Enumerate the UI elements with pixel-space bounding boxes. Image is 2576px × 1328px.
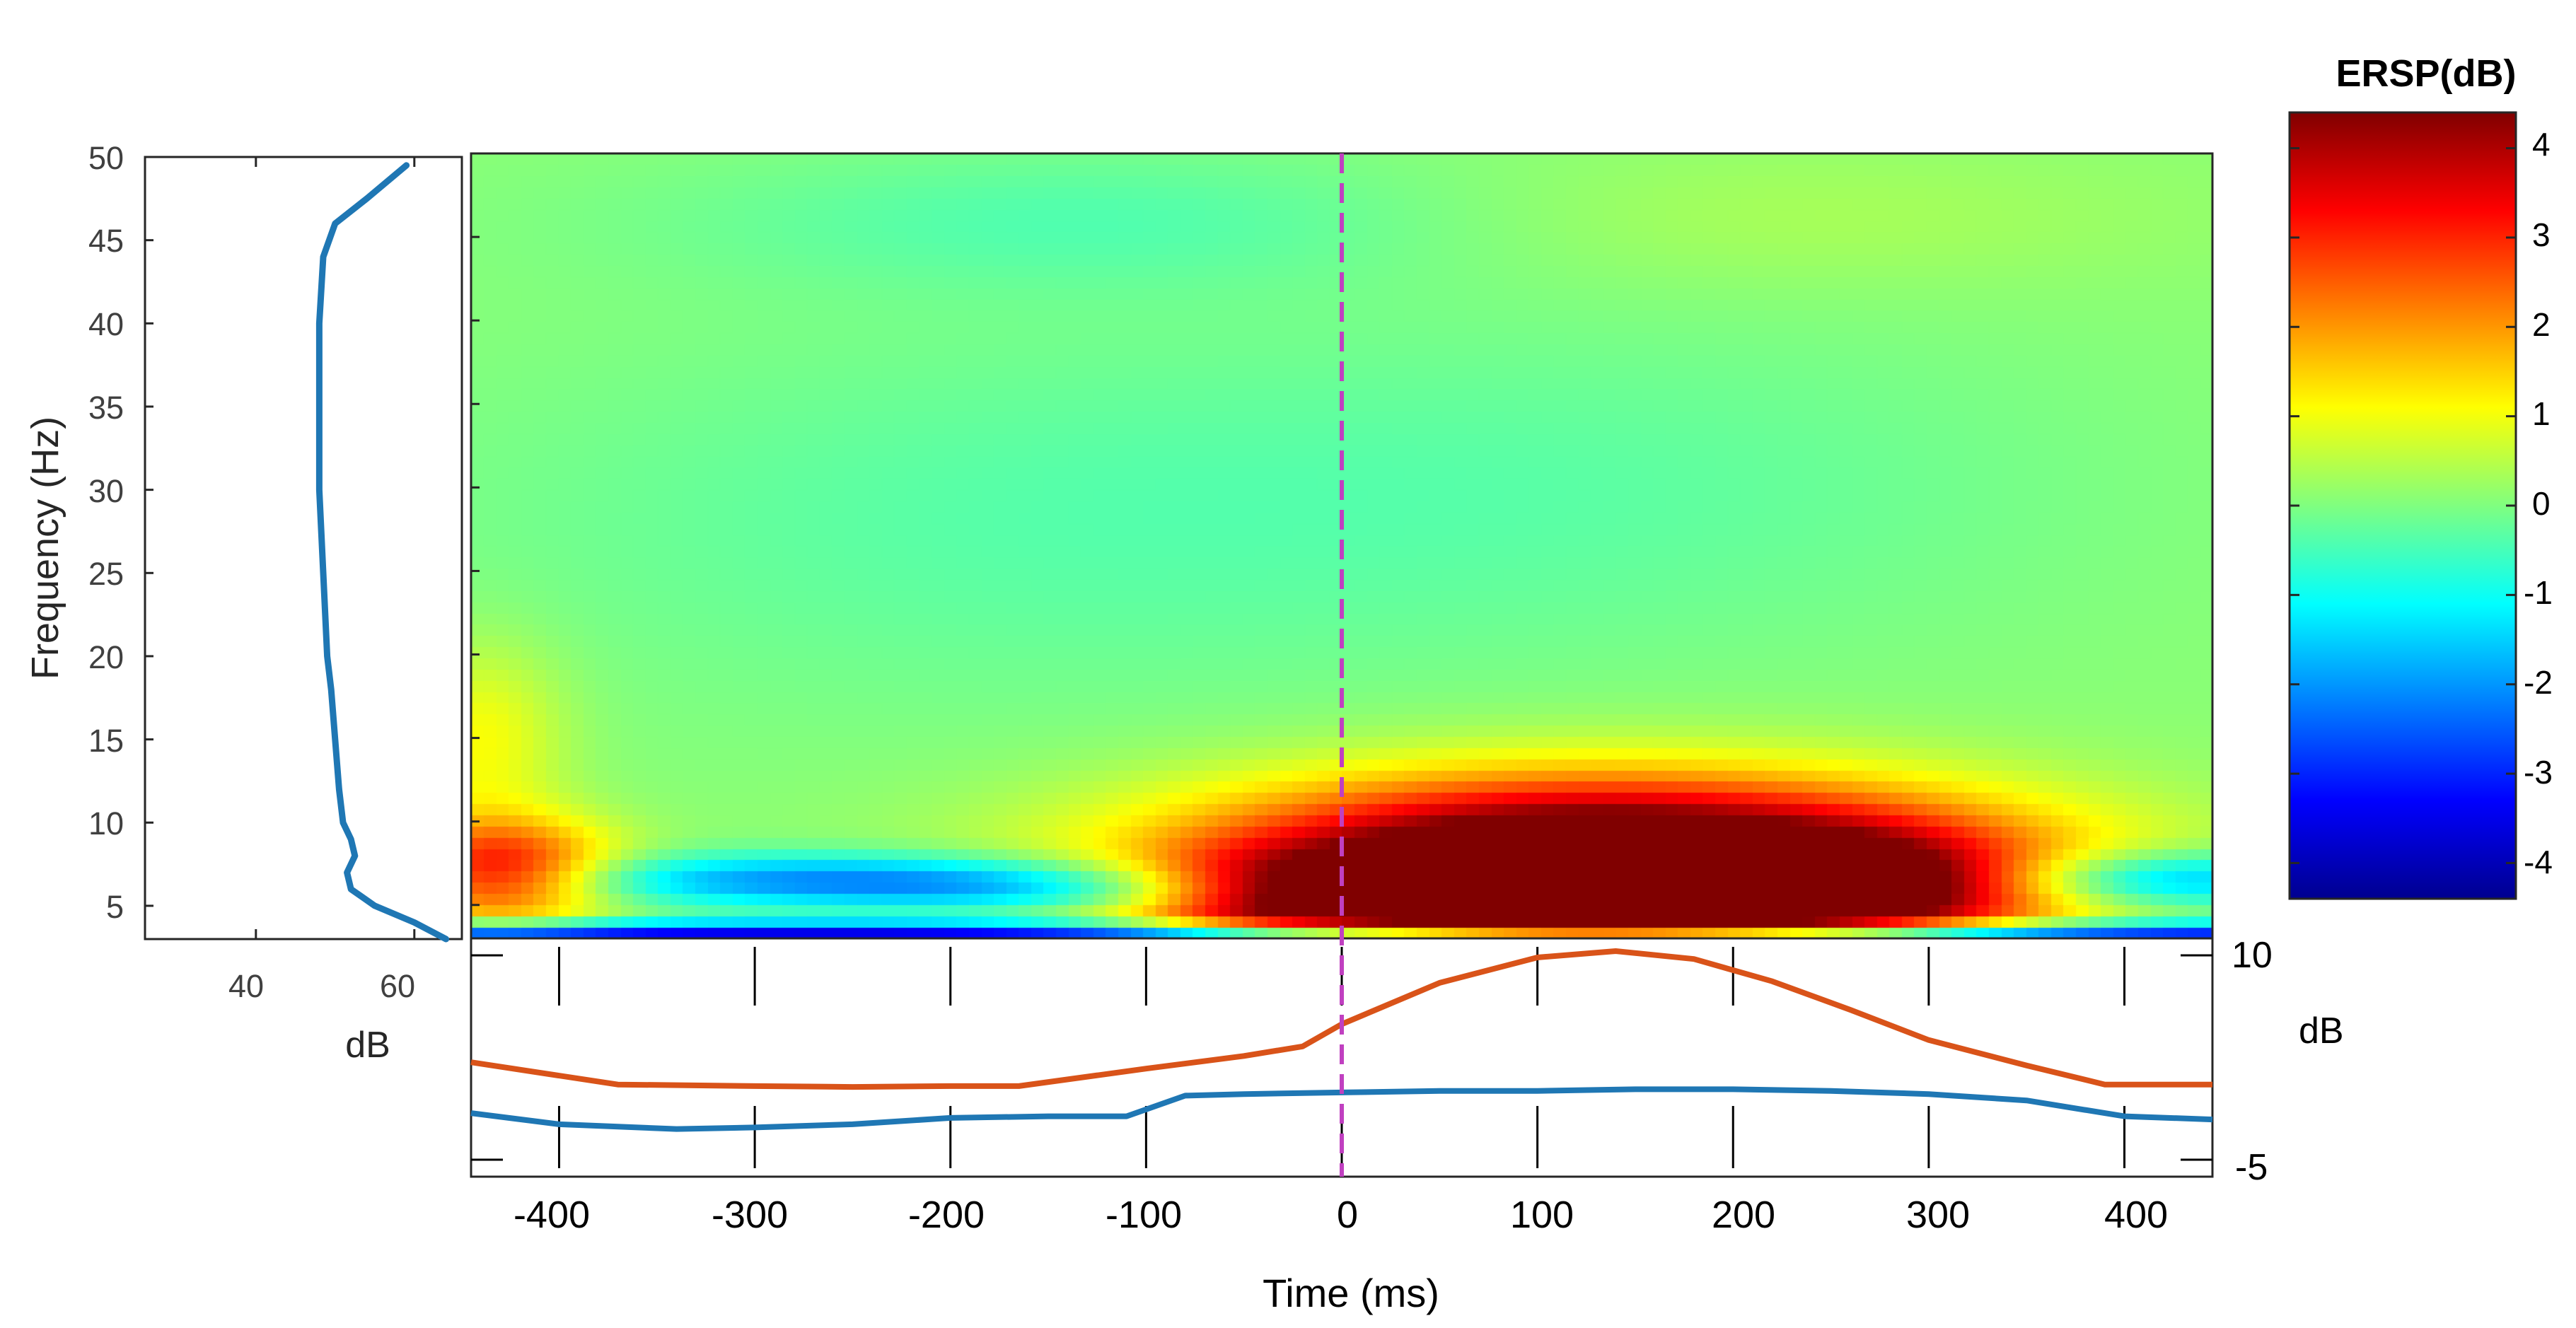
colorbar: ERSP(dB) 4 3 2 1 0 -1 -2 -3 -4 [2288, 52, 2553, 900]
time-tick-label-100: 100 [1510, 1194, 1574, 1236]
envelope-ylabel: dB [2299, 1010, 2344, 1052]
time-tick-label-400: 400 [2104, 1194, 2168, 1236]
colorbar-gradient [2288, 111, 2517, 900]
envelope-ytick-marks [471, 954, 2212, 1161]
colorbar-tick-label-1: 1 [2532, 395, 2551, 432]
spectrum-ytick-label-40: 40 [88, 306, 124, 342]
spectrum-xtick-marks [255, 157, 416, 939]
spectrum-ytick-label-20: 20 [88, 639, 124, 675]
spectrum-ytick-label-30: 30 [88, 473, 124, 509]
spectrum-ytick-label-5: 5 [106, 889, 124, 925]
time-tick-label--100: -100 [1106, 1194, 1182, 1236]
colorbar-tick-marks [2290, 147, 2516, 864]
colorbar-tick-label--3: -3 [2524, 754, 2553, 791]
spectrum-xlabel: dB [345, 1025, 390, 1066]
spectrum-xtick-label-60: 60 [380, 968, 415, 1004]
time-tick-label--200: -200 [908, 1194, 985, 1236]
time-tick-label-0: 0 [1337, 1194, 1358, 1236]
colorbar-tick-label-2: 2 [2532, 306, 2551, 343]
spectrum-xtick-label-40: 40 [228, 968, 264, 1004]
envelope-panel: 10 dB -5 -400 -300 -200 -100 0 100 200 3… [470, 935, 2344, 1315]
colorbar-tick-label--2: -2 [2524, 664, 2553, 701]
spectrum-ytick-marks [145, 156, 153, 907]
time-tick-label--300: -300 [712, 1194, 788, 1236]
spectrum-ytick-label-50: 50 [88, 140, 124, 176]
ersp-ytick-marks [471, 152, 480, 907]
spectrum-ytick-label-25: 25 [88, 556, 124, 592]
colorbar-tick-label--4: -4 [2524, 844, 2553, 880]
colorbar-tick-label-4: 4 [2532, 126, 2551, 163]
spectrum-axes-box [144, 156, 463, 940]
envelope-blue-line [470, 1086, 2213, 1132]
colorbar-title: ERSP(dB) [2336, 52, 2517, 95]
colorbar-tick-label-3: 3 [2532, 216, 2551, 253]
spectrum-panel: 50 45 40 35 30 25 20 15 10 5 40 60 dB Fr… [24, 140, 463, 1066]
time-tick-label-300: 300 [1906, 1194, 1970, 1236]
envelope-ytick-label-minus5: -5 [2235, 1147, 2268, 1188]
envelope-orange-line [470, 948, 2212, 1090]
spectrum-ytick-label-35: 35 [88, 390, 124, 426]
colorbar-tick-label--1: -1 [2524, 574, 2553, 611]
spectrum-series-line [315, 162, 450, 943]
spectrum-ytick-label-45: 45 [88, 223, 124, 259]
time-tick-label-200: 200 [1712, 1194, 1775, 1236]
frequency-axis-label: Frequency (Hz) [24, 417, 66, 680]
colorbar-tick-label-0: 0 [2532, 485, 2551, 522]
spectrum-ytick-label-15: 15 [88, 723, 124, 759]
spectrum-ytick-label-10: 10 [88, 805, 124, 841]
time-tick-label--400: -400 [514, 1194, 590, 1236]
envelope-ytick-label-10: 10 [2232, 935, 2273, 976]
time-axis-label: Time (ms) [1263, 1271, 1439, 1315]
